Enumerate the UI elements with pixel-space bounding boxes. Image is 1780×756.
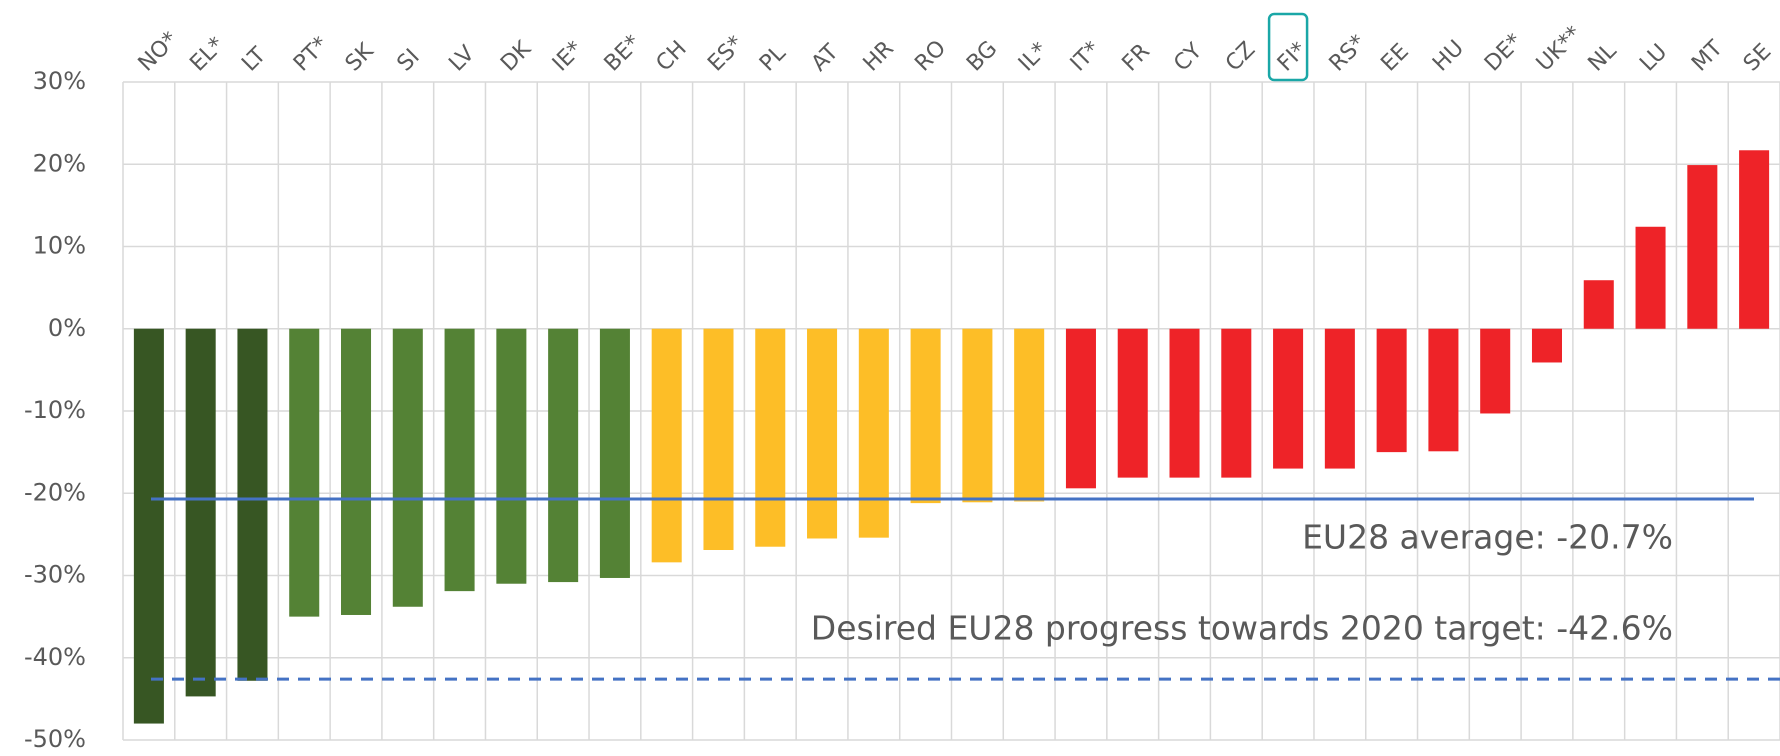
bar [444, 328, 475, 592]
x-tick-label: RS* [1325, 30, 1371, 76]
y-tick-label: -20% [24, 478, 86, 506]
x-tick-label: IL* [1014, 38, 1053, 77]
x-tick-label: CY [1169, 38, 1207, 76]
x-tick-label: EL* [185, 33, 229, 77]
bar [1014, 328, 1045, 502]
bar [340, 328, 372, 615]
bar [1324, 328, 1355, 469]
x-tick-label: CH [652, 36, 692, 76]
x-tick-label: HR [859, 36, 899, 76]
x-tick-label: RO [910, 36, 951, 77]
x-tick-label: NO* [134, 27, 183, 76]
bar [185, 328, 216, 697]
bar [1687, 165, 1718, 329]
x-tick-label: LU [1635, 40, 1672, 77]
x-tick-label: PT* [289, 32, 333, 76]
x-tick-label: UK** [1532, 22, 1587, 77]
bar [962, 328, 993, 503]
annotation: Desired EU28 progress towards 2020 targe… [811, 609, 1673, 648]
y-tick-label: 0% [48, 314, 86, 342]
bar [599, 328, 630, 578]
bar [910, 328, 941, 504]
x-tick-label: SI [393, 44, 425, 76]
y-tick-label: 30% [33, 67, 86, 95]
y-tick-label: -30% [24, 561, 86, 589]
bar [1117, 328, 1148, 478]
x-tick-label: SE [1739, 39, 1776, 76]
annotation: EU28 average: -20.7% [1302, 518, 1673, 557]
x-tick-label: BG [962, 36, 1002, 76]
x-tick-label: ES* [703, 31, 748, 76]
bar [289, 328, 320, 617]
x-tick-label: SK [341, 38, 379, 76]
bar [392, 328, 423, 607]
x-tick-label: BE* [600, 31, 646, 77]
bar [755, 328, 786, 547]
bar [1221, 328, 1252, 478]
bar [496, 328, 527, 584]
y-tick-label: -10% [24, 396, 86, 424]
bar [1065, 328, 1096, 489]
x-tick-label: AT [807, 39, 844, 76]
bar [1583, 280, 1614, 329]
x-tick-label: IT* [1066, 37, 1106, 77]
bar [858, 328, 889, 538]
bar [1739, 150, 1770, 329]
bar [1273, 328, 1304, 469]
x-tick-label: MT [1687, 35, 1728, 76]
x-tick-label: DE* [1480, 29, 1527, 76]
bar [651, 328, 682, 563]
bar [133, 328, 164, 724]
x-tick-label: FR [1118, 39, 1155, 76]
x-tick-label: LV [444, 41, 479, 76]
x-tick-label: CZ [1221, 37, 1260, 76]
bar [548, 328, 579, 583]
x-tick-label: EE [1376, 39, 1413, 76]
x-tick-label: LT [237, 42, 271, 76]
x-tick-label: DK [496, 36, 536, 76]
y-tick-label: 20% [33, 149, 86, 177]
x-tick-label: IE* [548, 37, 588, 77]
x-tick-label: HU [1428, 36, 1469, 77]
x-tick-label: PL [755, 40, 791, 76]
bar [1635, 226, 1666, 329]
y-tick-label: -50% [24, 725, 86, 753]
y-tick-label: -40% [24, 643, 86, 671]
bar [807, 328, 838, 539]
bar [703, 328, 734, 551]
bar [1169, 328, 1200, 478]
bar [237, 328, 268, 681]
bar [1480, 328, 1511, 414]
bar [1376, 328, 1407, 453]
bar [1428, 328, 1459, 452]
x-tick-label: NL [1584, 38, 1623, 77]
highlight-box [1267, 12, 1309, 82]
bar [1531, 328, 1563, 363]
y-tick-label: 10% [33, 232, 86, 260]
